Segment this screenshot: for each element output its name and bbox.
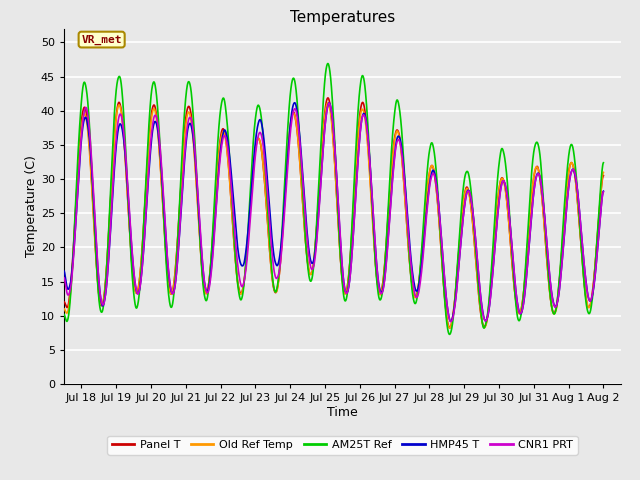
Title: Temperatures: Temperatures (290, 10, 395, 25)
Legend: Panel T, Old Ref Temp, AM25T Ref, HMP45 T, CNR1 PRT: Panel T, Old Ref Temp, AM25T Ref, HMP45 … (108, 436, 577, 455)
Y-axis label: Temperature (C): Temperature (C) (25, 156, 38, 257)
Text: VR_met: VR_met (81, 35, 122, 45)
X-axis label: Time: Time (327, 406, 358, 419)
